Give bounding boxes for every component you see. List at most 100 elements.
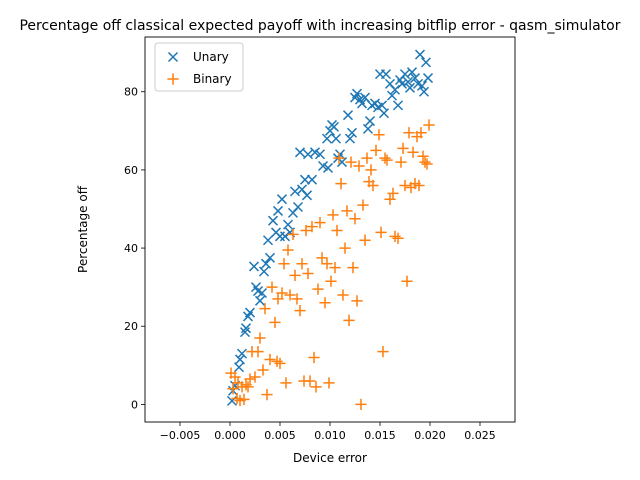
data-point-unary (248, 261, 260, 272)
data-point-unary (260, 258, 272, 269)
data-point-binary (331, 224, 343, 237)
data-point-binary (321, 258, 333, 270)
data-point-binary (259, 303, 271, 315)
data-point-binary (373, 129, 385, 141)
legend: Unary Binary (154, 42, 244, 92)
data-point-binary (289, 269, 301, 282)
data-point-binary (271, 355, 283, 368)
data-point-unary (364, 116, 376, 127)
data-point-binary (291, 293, 303, 305)
data-point-unary (258, 266, 270, 277)
data-point-unary (234, 354, 246, 365)
y-tick-label: 60 (124, 164, 138, 177)
data-point-binary (323, 377, 335, 389)
x-tick-label: 0.020 (414, 429, 446, 442)
data-point-unary (262, 235, 274, 246)
data-point-binary (254, 332, 266, 344)
data-point-binary (242, 381, 254, 393)
data-point-binary (296, 258, 308, 270)
data-point-binary (278, 258, 290, 270)
data-point-binary (339, 242, 351, 254)
data-point-unary (346, 127, 358, 138)
data-point-binary (333, 152, 345, 164)
data-point-binary (392, 232, 404, 244)
data-point-binary (240, 379, 252, 391)
data-point-binary (353, 160, 365, 172)
data-point-binary (419, 156, 431, 168)
data-point-unary (322, 162, 334, 173)
data-point-binary (227, 383, 239, 395)
data-point-binary (403, 127, 415, 139)
chart-title: Percentage off classical expected payoff… (19, 18, 620, 34)
data-point-unary (386, 90, 398, 101)
data-point-binary (355, 398, 367, 411)
data-point-binary (361, 152, 373, 164)
data-point-binary (349, 213, 361, 225)
data-point-unary (256, 287, 268, 299)
data-point-binary (417, 150, 429, 162)
data-point-binary (359, 234, 371, 246)
data-point-binary (325, 275, 337, 287)
data-point-unary (264, 252, 276, 263)
data-point-unary (276, 194, 288, 205)
y-tick-label: 80 (124, 86, 138, 99)
data-point-binary (399, 179, 411, 192)
data-point-unary (267, 215, 279, 226)
y-tick-label: 0 (131, 398, 138, 411)
data-point-unary (416, 80, 428, 91)
data-point-binary (397, 142, 409, 155)
data-point-unary (244, 307, 256, 318)
data-point-binary (327, 209, 339, 221)
data-point-unary (418, 86, 430, 97)
data-point-unary (344, 133, 356, 144)
data-point-binary (379, 152, 391, 164)
data-point-unary (236, 348, 248, 359)
y-axis-label: Percentage off (76, 185, 90, 273)
data-point-binary (252, 346, 264, 358)
data-point-binary (421, 158, 433, 170)
data-point-unary (279, 231, 291, 242)
data-point-binary (384, 193, 396, 205)
data-point-binary (329, 261, 341, 274)
data-point-unary (272, 205, 284, 216)
data-point-unary (328, 121, 340, 132)
data-point-binary (284, 289, 296, 301)
data-point-binary (229, 371, 241, 383)
data-point-unary (362, 123, 374, 134)
legend-label-unary: Unary (193, 50, 229, 64)
x-tick-label: 0.010 (314, 429, 346, 442)
data-point-unary (302, 149, 314, 160)
legend-marker-unary (167, 51, 179, 63)
x-tick-label: 0.000 (214, 429, 246, 442)
legend-marker-binary (167, 73, 179, 85)
data-point-binary (249, 371, 261, 383)
data-point-unary (351, 88, 363, 99)
data-point-binary (335, 177, 347, 190)
data-point-unary (378, 108, 390, 119)
data-point-unary (356, 98, 368, 109)
data-point-binary (357, 199, 369, 211)
data-point-binary (316, 252, 328, 264)
data-point-binary (370, 144, 382, 156)
data-point-unary (314, 149, 326, 160)
x-tick-label: 0.015 (364, 429, 396, 442)
data-point-binary (306, 220, 318, 233)
data-point-binary (300, 224, 312, 237)
plot-frame (144, 36, 516, 423)
data-point-binary (367, 179, 379, 192)
data-point-binary (308, 351, 320, 364)
data-point-binary (337, 289, 349, 301)
data-point-unary (289, 186, 301, 197)
data-point-unary (254, 295, 266, 306)
data-point-binary (314, 217, 326, 229)
data-point-binary (319, 297, 331, 309)
data-point-unary (376, 100, 388, 111)
data-point-unary (306, 174, 318, 185)
data-point-binary (261, 389, 273, 401)
data-point-binary (238, 393, 250, 405)
data-point-binary (413, 179, 425, 192)
data-point-binary (375, 226, 387, 239)
data-point-unary (342, 110, 354, 121)
data-point-binary (389, 230, 401, 242)
